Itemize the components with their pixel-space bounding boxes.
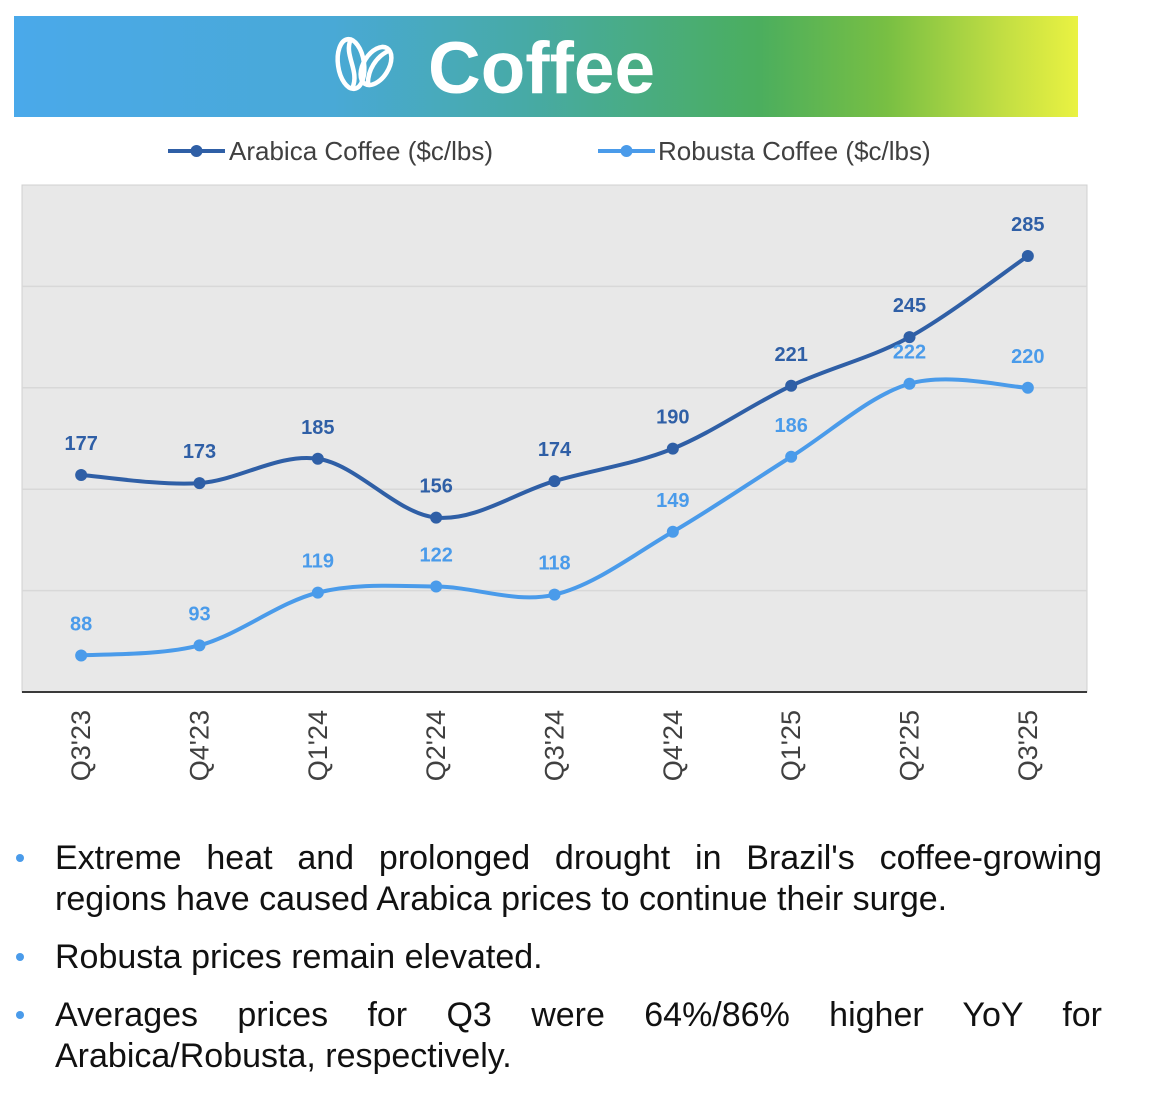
bullet-marker — [16, 854, 24, 862]
plot-area — [21, 184, 1088, 693]
robusta-point — [75, 649, 88, 662]
x-tick-label: Q4'24 — [658, 710, 688, 781]
series-arabica — [75, 249, 1034, 524]
x-tick-label: Q2'25 — [895, 710, 925, 781]
arabica-data-label: 156 — [419, 476, 452, 498]
bullet-marker — [16, 953, 24, 961]
robusta-point — [785, 450, 798, 463]
x-tick-label: Q3'23 — [66, 710, 96, 781]
bullet-text: Robusta prices remain elevated. — [55, 938, 543, 976]
legend-item-arabica: Arabica Coffee ($c/lbs) — [168, 136, 493, 166]
legend-marker-dot-arabica — [190, 145, 203, 157]
robusta-data-label: 222 — [893, 342, 926, 364]
robusta-point — [193, 639, 206, 652]
x-tick-label: Q3'24 — [540, 710, 570, 781]
robusta-point — [1021, 381, 1034, 394]
coffee-bean-icon — [335, 36, 394, 92]
arabica-data-label: 190 — [656, 407, 689, 429]
robusta-point — [430, 580, 443, 593]
banner-title: Coffee — [428, 28, 656, 109]
robusta-point — [311, 586, 324, 599]
legend-label-robusta: Robusta Coffee ($c/lbs) — [658, 136, 931, 166]
arabica-data-label: 221 — [774, 344, 807, 366]
robusta-data-label: 122 — [419, 545, 452, 567]
arabica-point — [193, 477, 206, 490]
legend: Arabica Coffee ($c/lbs) Robusta Coffee (… — [168, 136, 931, 166]
arabica-point — [785, 379, 798, 392]
title-banner: Coffee — [14, 16, 1078, 117]
series-lines — [75, 249, 1034, 662]
robusta-data-label: 220 — [1011, 346, 1044, 368]
bullet-marker — [16, 1011, 24, 1019]
bullet-item-3: Averages prices for Q3 were 64%/86% high… — [0, 995, 1102, 1077]
data-labels: 177 173 185 156 174 190 221 245 285 88 93 119 122 118… — [64, 214, 1044, 636]
x-tick-label: Q4'23 — [185, 710, 215, 781]
robusta-point — [666, 525, 679, 538]
x-tick-label: Q3'25 — [1013, 710, 1043, 781]
legend-item-robusta: Robusta Coffee ($c/lbs) — [598, 136, 931, 166]
robusta-data-label: 186 — [774, 415, 807, 437]
arabica-point — [75, 469, 88, 482]
legend-marker-dot-robusta — [620, 145, 633, 157]
bullet-text: Averages prices for Q3 were 64%/86% high… — [55, 996, 1102, 1075]
arabica-point — [903, 331, 916, 344]
arabica-point — [311, 452, 324, 465]
arabica-point — [548, 475, 561, 488]
robusta-data-label: 118 — [538, 553, 570, 575]
robusta-data-label: 88 — [70, 613, 92, 635]
arabica-data-label: 185 — [301, 417, 334, 439]
x-axis-tick-labels: Q3'23 Q4'23 Q1'24 Q2'24 Q3'24 Q4'24 Q1'25 Q2'25… — [66, 710, 1043, 781]
arabica-data-label: 245 — [893, 295, 926, 317]
x-tick-label: Q2'24 — [421, 710, 451, 781]
robusta-data-label: 149 — [656, 490, 689, 512]
coffee-bean-right — [358, 44, 394, 88]
series-robusta — [75, 377, 1034, 662]
arabica-data-label: 177 — [64, 433, 97, 455]
bullet-text: Extreme heat and prolonged drought in Br… — [55, 839, 1102, 918]
x-tick-label: Q1'25 — [776, 710, 806, 781]
bullet-list: Extreme heat and prolonged drought in Br… — [0, 838, 1102, 1077]
arabica-point — [430, 511, 443, 524]
arabica-data-label: 173 — [183, 441, 216, 463]
arabica-point — [1021, 249, 1034, 262]
x-tick-label: Q1'24 — [303, 710, 333, 781]
bullet-item-1: Extreme heat and prolonged drought in Br… — [0, 838, 1102, 920]
robusta-data-label: 119 — [302, 551, 334, 573]
arabica-point — [666, 442, 679, 455]
line-chart: Arabica Coffee ($c/lbs) Robusta Coffee (… — [21, 136, 1088, 781]
robusta-point — [903, 377, 916, 390]
arabica-data-label: 174 — [538, 439, 572, 461]
legend-label-arabica: Arabica Coffee ($c/lbs) — [229, 136, 493, 166]
robusta-data-label: 93 — [188, 603, 210, 625]
robusta-point — [548, 588, 561, 601]
arabica-data-label: 285 — [1011, 214, 1044, 236]
bullet-item-2: Robusta prices remain elevated. — [0, 937, 1102, 978]
